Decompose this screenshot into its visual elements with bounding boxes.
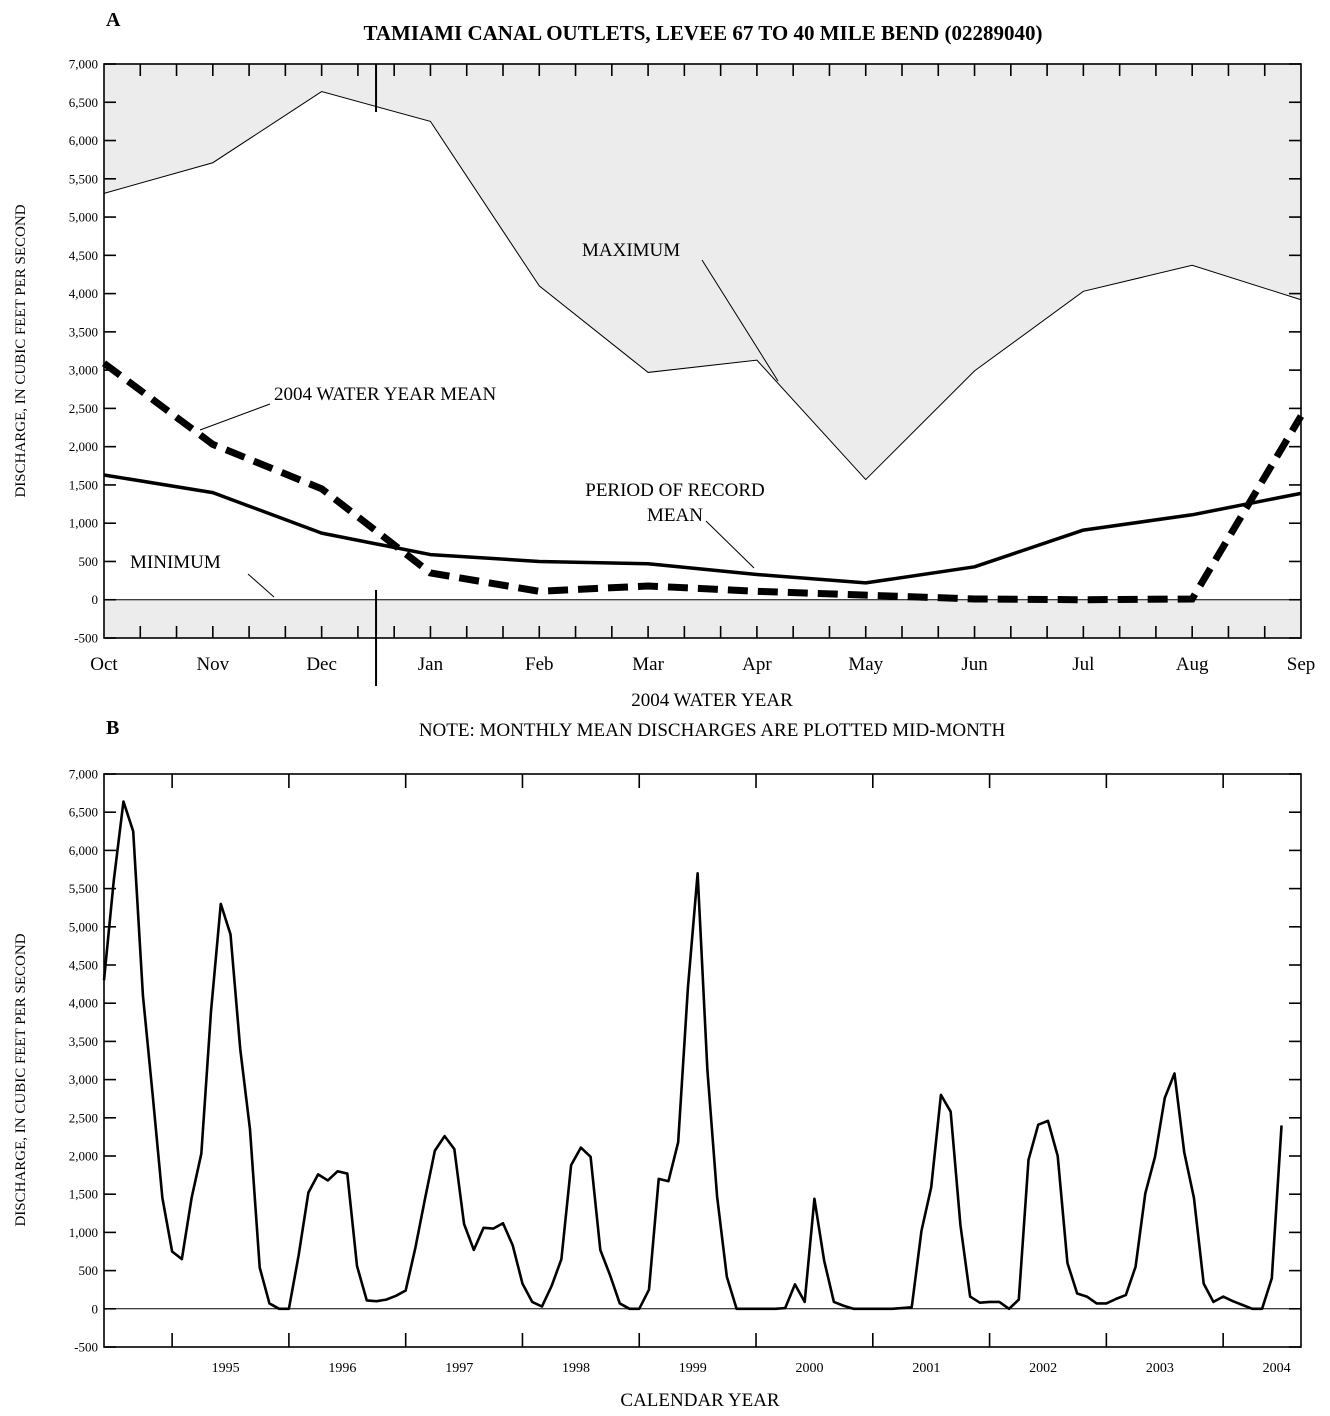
chart-title: TAMIAMI CANAL OUTLETS, LEVEE 67 TO 40 MI… xyxy=(363,21,1042,45)
b-y-tick-label: 2,000 xyxy=(69,1149,98,1164)
annotation-water-year-mean-leader xyxy=(199,403,271,431)
a-y-tick-label: 1,000 xyxy=(69,516,98,531)
annotation-maximum-leader xyxy=(701,259,779,382)
a-envelope-fills xyxy=(104,64,1301,638)
series-maximum-line xyxy=(103,91,1302,481)
a-y-tick-label: 3,000 xyxy=(69,363,98,378)
annotation-minimum: MINIMUM xyxy=(130,552,221,573)
a-x-tick-label-month: Apr xyxy=(742,654,772,675)
a-x-tick-label-month: Sep xyxy=(1287,654,1316,675)
panel-b: -500 0 500 1,000 1,500 2,000 2,500 3,000 3,500 4,… xyxy=(13,767,1302,1411)
a-y-tick-label: 5,500 xyxy=(69,171,98,186)
annotation-period-of-record-leader xyxy=(705,520,755,569)
b-plot-frame xyxy=(103,773,1302,1348)
a-x-tick-label-month: Jul xyxy=(1072,654,1094,675)
annotation-minimum-leader xyxy=(247,573,275,598)
b-x-tick-label-year: 1996 xyxy=(328,1361,356,1376)
a-x-axis-label: 2004 WATER YEAR xyxy=(631,690,793,711)
b-x-tick-label-year: 1997 xyxy=(445,1361,473,1376)
annotation-maximum: MAXIMUM xyxy=(582,240,680,261)
b-y-tick-label: 6,500 xyxy=(69,805,98,820)
a-above-maximum-fill xyxy=(104,64,1301,480)
b-y-tick-label: 7,000 xyxy=(69,767,98,782)
b-y-tick-label: -500 xyxy=(74,1340,98,1355)
a-y-tick-label: 3,500 xyxy=(69,324,98,339)
series-monthly-mean-discharge-line xyxy=(102,800,1283,1311)
panel-a-letter: A xyxy=(106,9,121,31)
b-y-tick-label: 3,000 xyxy=(69,1072,98,1087)
b-y-tick-label: 1,500 xyxy=(69,1187,98,1202)
annotation-period-of-record: PERIOD OF RECORD xyxy=(585,480,764,501)
a-y-tick-label: 5,000 xyxy=(69,210,98,225)
a-plot-frame xyxy=(103,63,1302,686)
a-y-tick-label: 6,500 xyxy=(69,95,98,110)
b-x-tick-label-year: 2001 xyxy=(912,1361,940,1376)
a-x-tick-label-month: Aug xyxy=(1176,654,1209,675)
b-x-tick-labels: 1995 1996 1997 1998 1999 2000 2001 2002 2003 2004 xyxy=(212,1361,1291,1376)
a-x-tick-label-month: Jun xyxy=(961,654,988,675)
a-x-tick-label-month: May xyxy=(848,654,883,675)
b-x-tick-label-year: 2003 xyxy=(1146,1361,1174,1376)
b-y-tick-label: 1,000 xyxy=(69,1225,98,1240)
a-y-tick-label: 0 xyxy=(92,592,99,607)
b-y-axis-label: DISCHARGE, IN CUBIC FEET PER SECOND xyxy=(13,933,29,1226)
a-y-tick-labels: -500 0 500 1,000 1,500 2,000 2,500 3,000 3,500 4,… xyxy=(69,57,98,646)
a-x-tick-label-month: Jan xyxy=(418,654,444,675)
b-x-tick-label-year: 2000 xyxy=(796,1361,824,1376)
a-x-tick-label-month: Mar xyxy=(632,654,664,675)
a-series-lines xyxy=(101,91,1305,604)
b-y-tick-label: 4,000 xyxy=(69,996,98,1011)
b-plot-border xyxy=(103,773,1302,1348)
a-y-axis-label: DISCHARGE, IN CUBIC FEET PER SECOND xyxy=(13,204,29,497)
a-x-tick-label-month: Oct xyxy=(90,654,118,675)
panel-a: A TAMIAMI CANAL OUTLETS, LEVEE 67 TO 40 … xyxy=(13,9,1315,711)
a-y-tick-label: 500 xyxy=(79,554,99,569)
a-plot-border xyxy=(103,63,1302,639)
b-y-tick-label: 2,500 xyxy=(69,1110,98,1125)
b-x-tick-label-year: 2004 xyxy=(1263,1361,1291,1376)
b-y-tick-label: 6,000 xyxy=(69,843,98,858)
a-y-tick-label: 1,500 xyxy=(69,477,98,492)
a-y-tick-label: 4,000 xyxy=(69,286,98,301)
b-y-tick-label: 500 xyxy=(79,1263,99,1278)
b-y-tick-label: 3,500 xyxy=(69,1034,98,1049)
a-y-tick-label: 2,000 xyxy=(69,439,98,454)
a-x-tick-label-month: Feb xyxy=(525,654,554,675)
b-x-tick-label-year: 1998 xyxy=(562,1361,590,1376)
b-x-tick-label-year: 2002 xyxy=(1029,1361,1057,1376)
b-x-tick-label-year: 1995 xyxy=(212,1361,240,1376)
a-x-tick-label-month: Dec xyxy=(306,654,337,675)
a-y-tick-label: 2,500 xyxy=(69,401,98,416)
a-y-tick-label: -500 xyxy=(74,631,98,646)
b-y-tick-label: 5,500 xyxy=(69,881,98,896)
a-y-tick-label: 7,000 xyxy=(69,57,98,72)
b-series-line xyxy=(102,800,1283,1311)
b-y-tick-labels: -500 0 500 1,000 1,500 2,000 2,500 3,000 3,500 4,… xyxy=(69,767,98,1355)
series-period-of-record-mean-line xyxy=(103,473,1302,585)
series-2004-water-year-mean-line xyxy=(101,360,1305,604)
panel-b-letter: B xyxy=(106,717,119,739)
b-x-tick-label-year: 1999 xyxy=(679,1361,707,1376)
a-y-tick-label: 4,500 xyxy=(69,248,98,263)
b-y-tick-label: 4,500 xyxy=(69,958,98,973)
a-x-tick-label-month: Nov xyxy=(196,654,229,675)
a-below-minimum-fill xyxy=(104,599,1301,638)
annotation-period-of-record-mean: MEAN xyxy=(647,505,703,526)
annotation-water-year-mean: 2004 WATER YEAR MEAN xyxy=(274,384,496,405)
plot-note: NOTE: MONTHLY MEAN DISCHARGES ARE PLOTTE… xyxy=(419,720,1006,741)
b-x-axis-label: CALENDAR YEAR xyxy=(620,1390,780,1411)
b-y-tick-label: 5,000 xyxy=(69,919,98,934)
a-y-tick-label: 6,000 xyxy=(69,133,98,148)
a-x-tick-labels: Oct Nov Dec Jan Feb Mar Apr May Jun Jul Aug Sep xyxy=(90,654,1315,675)
b-y-tick-label: 0 xyxy=(92,1301,99,1316)
